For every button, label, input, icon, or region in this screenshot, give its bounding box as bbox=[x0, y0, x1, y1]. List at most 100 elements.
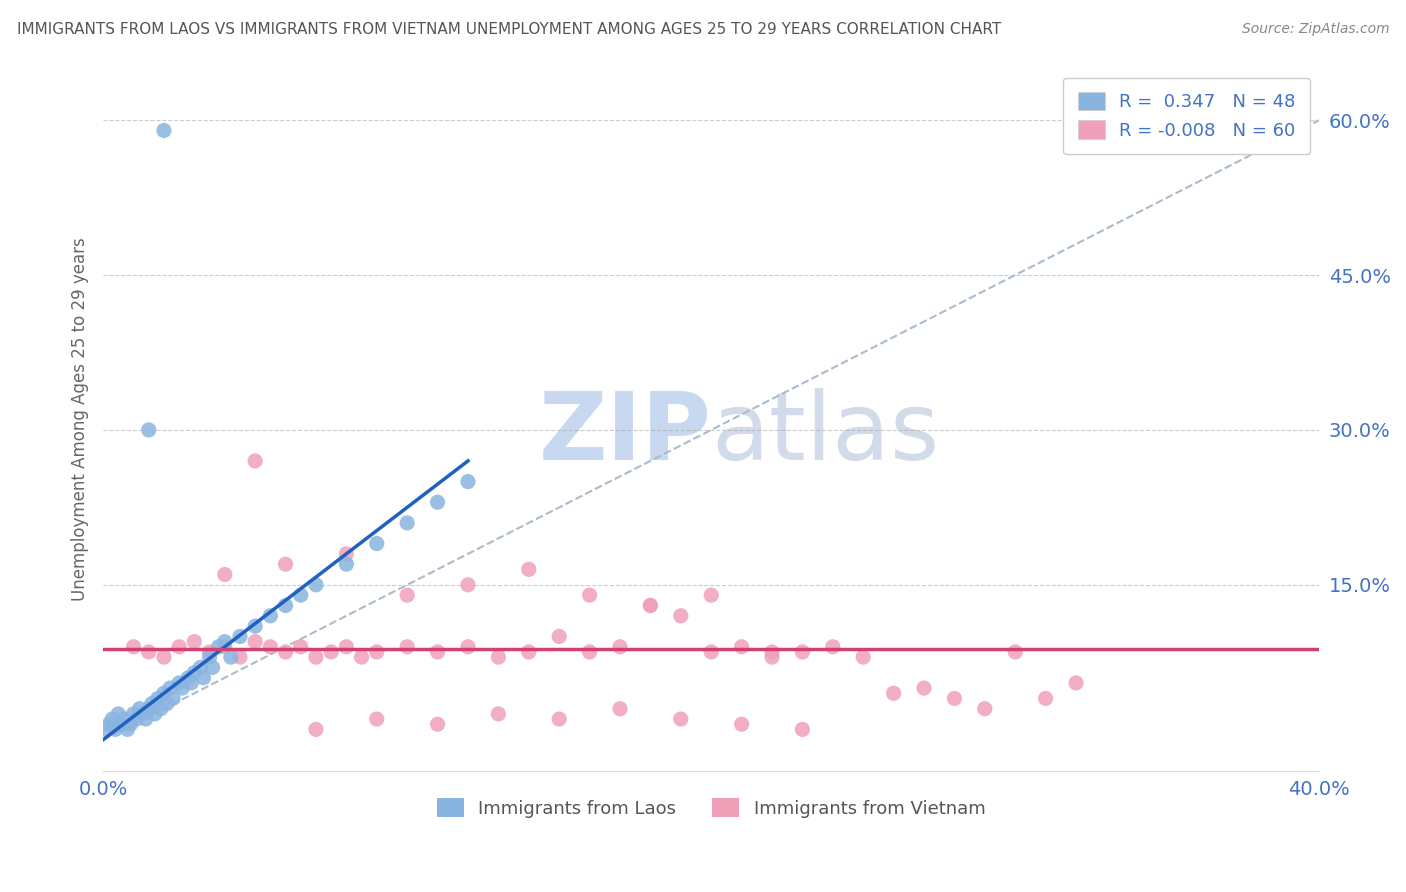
Point bbox=[138, 702, 160, 716]
Point bbox=[201, 660, 224, 674]
Point bbox=[761, 645, 783, 659]
Point bbox=[104, 723, 127, 737]
Point bbox=[274, 557, 297, 571]
Point bbox=[457, 475, 479, 489]
Point bbox=[290, 640, 312, 654]
Point bbox=[730, 640, 752, 654]
Point bbox=[792, 645, 814, 659]
Point bbox=[259, 640, 281, 654]
Point bbox=[821, 640, 844, 654]
Point bbox=[219, 650, 242, 665]
Point bbox=[156, 697, 179, 711]
Point bbox=[457, 640, 479, 654]
Point bbox=[143, 706, 166, 721]
Point bbox=[141, 697, 163, 711]
Point bbox=[609, 702, 631, 716]
Point bbox=[1004, 645, 1026, 659]
Point bbox=[457, 578, 479, 592]
Point bbox=[167, 676, 190, 690]
Point bbox=[193, 671, 215, 685]
Point bbox=[669, 608, 692, 623]
Point bbox=[183, 665, 205, 680]
Point bbox=[305, 723, 328, 737]
Point bbox=[107, 706, 129, 721]
Point bbox=[208, 640, 231, 654]
Point bbox=[290, 588, 312, 602]
Point bbox=[700, 588, 723, 602]
Point bbox=[128, 702, 150, 716]
Point bbox=[761, 650, 783, 665]
Point bbox=[96, 723, 118, 737]
Point bbox=[153, 650, 176, 665]
Point bbox=[131, 706, 153, 721]
Point bbox=[180, 676, 202, 690]
Point bbox=[700, 645, 723, 659]
Point bbox=[350, 650, 373, 665]
Point bbox=[366, 536, 388, 550]
Text: Source: ZipAtlas.com: Source: ZipAtlas.com bbox=[1241, 22, 1389, 37]
Point bbox=[305, 578, 328, 592]
Point bbox=[229, 630, 252, 644]
Point bbox=[214, 567, 236, 582]
Point bbox=[243, 619, 266, 633]
Point bbox=[305, 650, 328, 665]
Point bbox=[159, 681, 181, 695]
Point bbox=[609, 640, 631, 654]
Point bbox=[973, 702, 995, 716]
Point bbox=[198, 650, 221, 665]
Point bbox=[426, 495, 449, 509]
Point bbox=[117, 723, 139, 737]
Point bbox=[183, 634, 205, 648]
Point bbox=[274, 645, 297, 659]
Point bbox=[153, 123, 176, 137]
Point bbox=[669, 712, 692, 726]
Point bbox=[120, 717, 142, 731]
Point bbox=[1035, 691, 1057, 706]
Point bbox=[730, 717, 752, 731]
Point bbox=[177, 671, 200, 685]
Point bbox=[101, 712, 124, 726]
Point bbox=[149, 702, 172, 716]
Point bbox=[517, 645, 540, 659]
Point bbox=[138, 645, 160, 659]
Point bbox=[122, 640, 145, 654]
Point bbox=[135, 712, 157, 726]
Text: atlas: atlas bbox=[711, 388, 939, 480]
Point bbox=[335, 557, 357, 571]
Point bbox=[943, 691, 966, 706]
Point bbox=[214, 640, 236, 654]
Point bbox=[366, 645, 388, 659]
Point bbox=[190, 660, 212, 674]
Point bbox=[396, 516, 419, 530]
Point bbox=[640, 599, 662, 613]
Point bbox=[396, 640, 419, 654]
Text: IMMIGRANTS FROM LAOS VS IMMIGRANTS FROM VIETNAM UNEMPLOYMENT AMONG AGES 25 TO 29: IMMIGRANTS FROM LAOS VS IMMIGRANTS FROM … bbox=[17, 22, 1001, 37]
Point bbox=[426, 645, 449, 659]
Point bbox=[153, 686, 176, 700]
Point bbox=[125, 712, 148, 726]
Point bbox=[396, 588, 419, 602]
Point bbox=[122, 706, 145, 721]
Point bbox=[640, 599, 662, 613]
Point bbox=[98, 717, 121, 731]
Point bbox=[486, 706, 509, 721]
Point bbox=[274, 599, 297, 613]
Point bbox=[259, 608, 281, 623]
Point bbox=[426, 717, 449, 731]
Point bbox=[229, 650, 252, 665]
Point bbox=[198, 645, 221, 659]
Y-axis label: Unemployment Among Ages 25 to 29 years: Unemployment Among Ages 25 to 29 years bbox=[72, 238, 89, 601]
Point bbox=[321, 645, 343, 659]
Point bbox=[912, 681, 935, 695]
Point bbox=[112, 712, 135, 726]
Point bbox=[243, 634, 266, 648]
Point bbox=[548, 712, 571, 726]
Point bbox=[146, 691, 169, 706]
Point bbox=[578, 645, 600, 659]
Point bbox=[138, 423, 160, 437]
Point bbox=[852, 650, 875, 665]
Point bbox=[548, 630, 571, 644]
Legend: Immigrants from Laos, Immigrants from Vietnam: Immigrants from Laos, Immigrants from Vi… bbox=[429, 791, 993, 825]
Point bbox=[162, 691, 184, 706]
Point bbox=[1064, 676, 1087, 690]
